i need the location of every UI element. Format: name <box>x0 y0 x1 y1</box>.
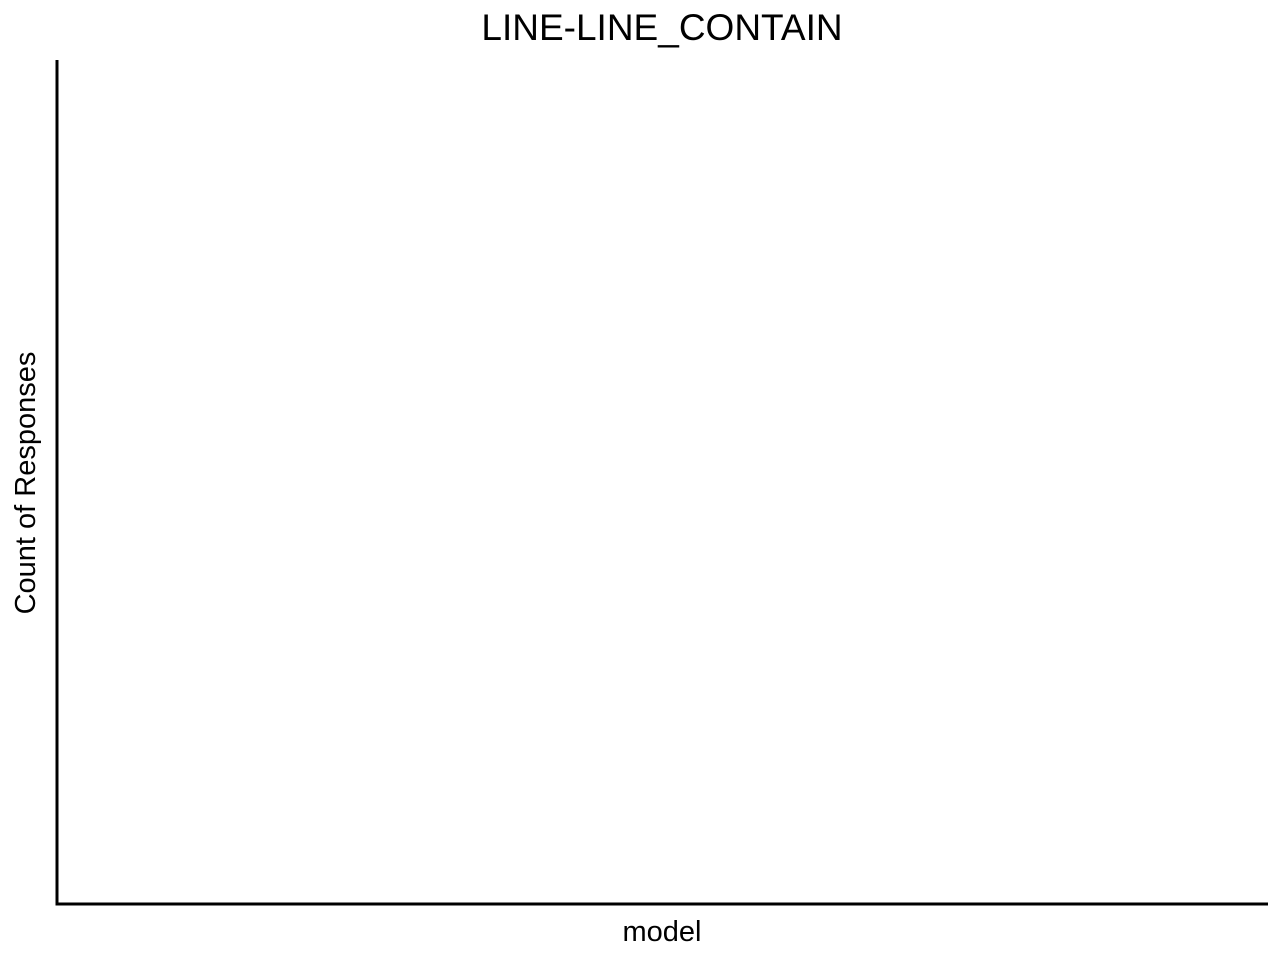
y-axis-label: Count of Responses <box>10 352 42 615</box>
chart-title: LINE-LINE_CONTAIN <box>481 7 842 48</box>
plot-area <box>55 60 1268 906</box>
x-axis-label: model <box>623 916 702 948</box>
